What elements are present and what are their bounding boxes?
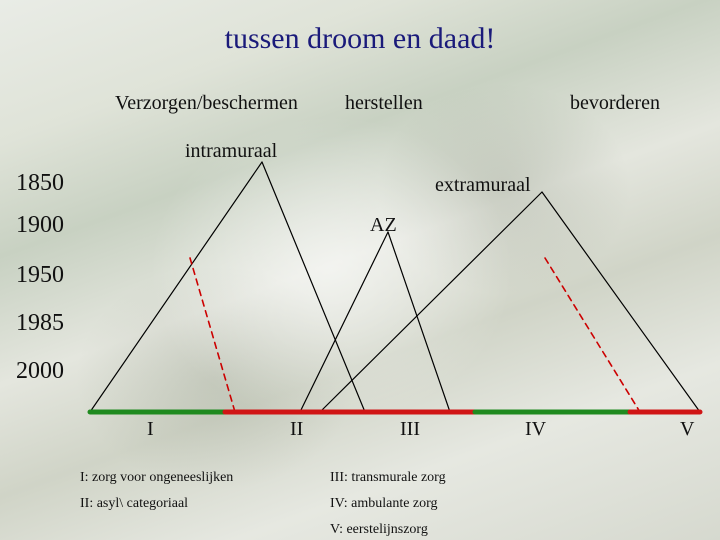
header-right: bevorderen <box>570 92 660 115</box>
year-1850: 1850 <box>16 170 64 197</box>
year-1985: 1985 <box>16 310 64 337</box>
roman-2: II <box>290 418 303 441</box>
header-center: herstellen <box>345 92 423 115</box>
roman-5: V <box>680 418 694 441</box>
label-intramuraal: intramuraal <box>185 140 277 163</box>
legend-1: I: zorg voor ongeneeslijken <box>80 470 233 486</box>
legend-5: V: eerstelijnszorg <box>330 522 428 538</box>
year-2000: 2000 <box>16 358 64 385</box>
roman-3: III <box>400 418 420 441</box>
legend-4: IV: ambulante zorg <box>330 496 438 512</box>
slide: tussen droom en daad! Verzorgen/bescherm… <box>0 0 720 540</box>
roman-1: I <box>147 418 154 441</box>
diagram-svg <box>0 0 720 540</box>
roman-4: IV <box>525 418 546 441</box>
legend-3: III: transmurale zorg <box>330 470 446 486</box>
slide-title: tussen droom en daad! <box>0 22 720 56</box>
label-az: AZ <box>370 214 397 237</box>
legend-2: II: asyl\ categoriaal <box>80 496 188 512</box>
year-1900: 1900 <box>16 212 64 239</box>
header-left: Verzorgen/beschermen <box>115 92 298 115</box>
year-1950: 1950 <box>16 262 64 289</box>
label-extramuraal: extramuraal <box>435 174 531 197</box>
